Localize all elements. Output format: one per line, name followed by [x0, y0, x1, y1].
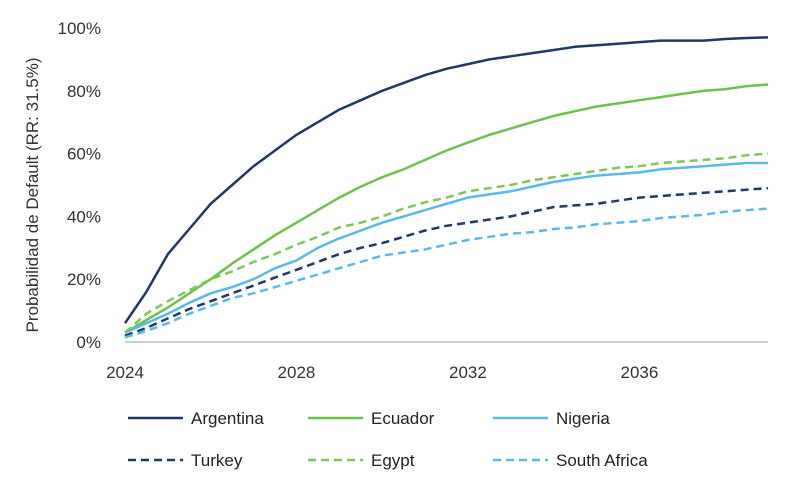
legend: Argentina Ecuador Nigeria Turkey Egypt South … [128, 409, 648, 470]
y-tick-label: 100% [58, 19, 101, 38]
y-tick-label: 80% [67, 82, 101, 101]
y-tick-label: 60% [67, 145, 101, 164]
y-tick-label: 20% [67, 270, 101, 289]
y-tick-label: 40% [67, 207, 101, 226]
x-tick-label: 2036 [620, 363, 658, 382]
legend-label: Egypt [371, 451, 415, 470]
legend-label: Nigeria [556, 409, 610, 428]
x-tick-label: 2032 [449, 363, 487, 382]
plot-lines [123, 36, 769, 339]
series-line-turkey [124, 186, 769, 337]
legend-label: Turkey [191, 451, 243, 470]
legend-label: Ecuador [371, 409, 435, 428]
x-tick-labels: 2024 2028 2032 2036 [106, 363, 658, 382]
y-tick-label: 0% [76, 333, 101, 352]
x-tick-label: 2028 [278, 363, 316, 382]
series-line-nigeria [124, 161, 768, 334]
legend-label: South Africa [556, 451, 648, 470]
series-line-ecuador [124, 83, 769, 334]
legend-label: Argentina [191, 409, 264, 428]
series-line-argentina [123, 36, 769, 324]
series-line-south-africa [124, 207, 769, 339]
series-line-egypt [124, 152, 769, 334]
x-tick-label: 2024 [106, 363, 144, 382]
y-tick-labels: 0% 20% 40% 60% 80% 100% [58, 19, 101, 352]
y-axis-label: Probabilidad de Default (RR: 31.5%) [23, 58, 42, 333]
